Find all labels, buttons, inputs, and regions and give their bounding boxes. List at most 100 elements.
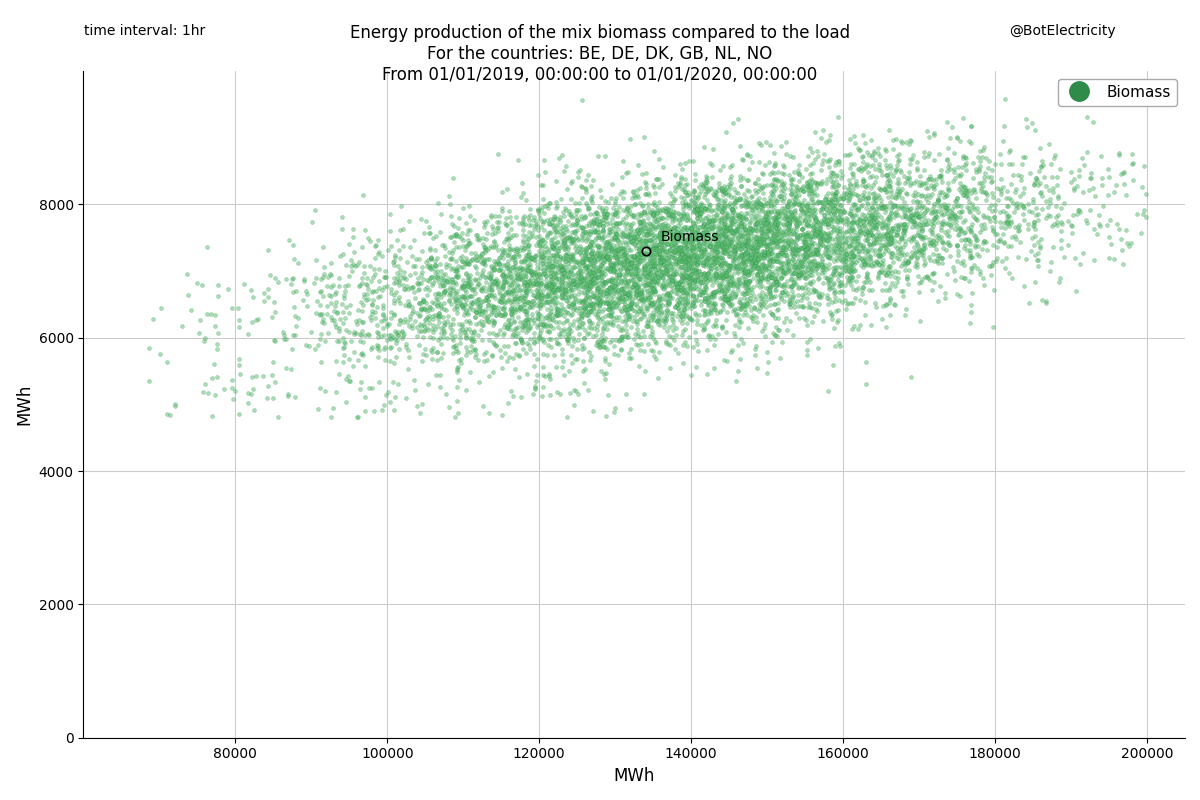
Point xyxy=(468,294,487,306)
Point xyxy=(898,218,917,230)
Point xyxy=(940,211,959,224)
Point xyxy=(361,259,380,272)
Point xyxy=(599,240,618,253)
Point xyxy=(476,346,496,358)
Point xyxy=(695,308,714,321)
Point xyxy=(802,219,821,232)
Point xyxy=(698,251,718,264)
Point xyxy=(881,292,900,305)
Point xyxy=(809,228,828,241)
Point xyxy=(839,239,858,252)
Point xyxy=(696,188,715,201)
Point xyxy=(896,221,916,234)
Point xyxy=(818,226,838,239)
Point xyxy=(528,278,547,290)
Point xyxy=(888,209,907,222)
Point xyxy=(566,353,586,366)
Point xyxy=(497,269,516,282)
Point xyxy=(666,214,685,226)
Point xyxy=(720,292,739,305)
Point xyxy=(569,232,588,245)
Point xyxy=(598,207,617,220)
Point xyxy=(654,314,673,327)
Point xyxy=(408,278,427,290)
Point xyxy=(508,262,527,275)
Point xyxy=(740,227,760,240)
Point xyxy=(446,262,466,275)
Point xyxy=(761,247,780,260)
Point xyxy=(642,273,661,286)
Point xyxy=(869,147,888,160)
Point xyxy=(685,232,704,245)
Point xyxy=(464,282,484,295)
Point xyxy=(768,249,787,262)
Point xyxy=(647,233,666,246)
Point xyxy=(616,249,635,262)
Point xyxy=(761,206,780,218)
Point xyxy=(697,171,716,184)
Point xyxy=(665,254,684,266)
Point xyxy=(444,313,463,326)
Point xyxy=(529,268,548,281)
Point xyxy=(706,204,725,217)
Point xyxy=(415,314,434,326)
Point xyxy=(511,300,530,313)
Point xyxy=(775,188,794,201)
Point xyxy=(1058,214,1078,227)
Point xyxy=(652,280,671,293)
Point xyxy=(456,331,475,344)
Point xyxy=(790,266,809,279)
Point xyxy=(938,177,958,190)
Point xyxy=(1001,144,1020,157)
Point xyxy=(540,254,559,266)
Point xyxy=(944,210,964,223)
Point xyxy=(738,249,757,262)
Point xyxy=(367,300,386,313)
Point xyxy=(554,234,574,246)
Point xyxy=(701,214,720,226)
Point xyxy=(559,326,578,339)
Point xyxy=(562,278,581,290)
Point xyxy=(491,251,510,264)
Point xyxy=(889,148,908,161)
Point xyxy=(676,271,695,284)
Point xyxy=(1097,218,1116,231)
Point xyxy=(456,290,475,302)
Point xyxy=(649,314,668,327)
Point xyxy=(666,206,685,218)
Point xyxy=(810,235,829,248)
Point xyxy=(798,230,817,242)
Point xyxy=(388,334,407,347)
Point xyxy=(820,232,839,245)
Point xyxy=(656,205,676,218)
Point xyxy=(628,322,647,335)
Point xyxy=(552,277,571,290)
Point xyxy=(865,221,884,234)
Point xyxy=(745,211,764,224)
Point xyxy=(674,310,694,322)
Point xyxy=(785,193,804,206)
Point xyxy=(938,142,958,154)
Point xyxy=(682,238,701,250)
Point xyxy=(452,250,472,262)
Point xyxy=(704,214,724,227)
Point xyxy=(998,210,1018,222)
Point xyxy=(691,275,710,288)
Point xyxy=(598,218,617,230)
Point xyxy=(365,404,384,417)
Point xyxy=(800,333,820,346)
Point xyxy=(911,230,930,242)
Point xyxy=(546,281,565,294)
Point xyxy=(758,355,778,368)
Point xyxy=(544,322,563,334)
Point xyxy=(1016,253,1036,266)
Point xyxy=(790,312,809,325)
Point xyxy=(522,250,541,263)
Point xyxy=(622,259,641,272)
Point xyxy=(926,249,946,262)
Point xyxy=(778,215,797,228)
Point xyxy=(320,267,340,280)
Point xyxy=(506,270,526,283)
Point xyxy=(805,242,824,255)
Point xyxy=(852,179,871,192)
